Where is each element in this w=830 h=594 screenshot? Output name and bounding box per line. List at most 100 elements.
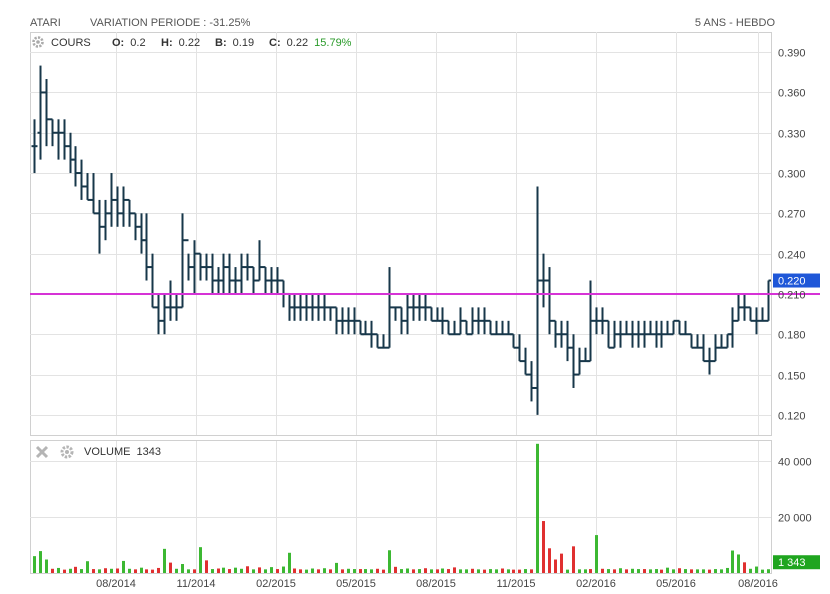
price-tick-label: 0.240 — [778, 250, 806, 262]
volume-bar — [708, 569, 711, 573]
time-tick-label: 11/2015 — [497, 578, 536, 590]
high-key: H: — [161, 37, 173, 49]
volume-bar — [134, 569, 137, 573]
volume-bar — [163, 548, 166, 573]
price-tick-label: 0.270 — [778, 209, 806, 221]
price-tick-label: 0.120 — [778, 411, 806, 423]
last-price-text: 0.220 — [778, 276, 806, 288]
volume-bar — [625, 569, 628, 573]
ohlc-bar — [558, 320, 565, 348]
gear-icon[interactable] — [32, 36, 44, 48]
volume-bar — [655, 569, 658, 573]
ohlc-bar — [49, 118, 56, 147]
low-value: 0.19 — [233, 37, 254, 49]
volume-bar — [560, 553, 563, 573]
volume-bar — [483, 569, 486, 573]
low-key: B: — [215, 37, 227, 49]
ohlc-bar — [72, 146, 79, 187]
period-selector[interactable]: 5 ANS - HEBDO — [694, 17, 775, 29]
time-tick-label: 11/2014 — [177, 578, 216, 590]
volume-bar — [441, 568, 444, 573]
volume-bar — [293, 568, 296, 573]
volume-bar — [749, 568, 752, 573]
ohlc-bar — [173, 293, 180, 321]
ohlc-bar — [451, 320, 458, 336]
volume-bar — [737, 554, 740, 573]
volume-bar — [684, 569, 687, 573]
volume-bar — [347, 568, 350, 573]
ohlc-bar — [398, 306, 405, 335]
volume-bar — [743, 562, 746, 573]
volume-bar — [74, 566, 77, 573]
volume-bar — [613, 569, 616, 573]
ohlc-bar — [510, 333, 517, 349]
ohlc-bar — [84, 173, 91, 201]
ohlc-bar — [422, 293, 429, 321]
volume-bar — [714, 569, 717, 573]
volume-bar — [394, 566, 397, 573]
volume-bar — [731, 550, 734, 573]
ohlc-bar — [143, 213, 150, 281]
svg-text:O: 0.2: O: 0.2 — [112, 37, 146, 49]
ohlc-bar — [37, 65, 44, 160]
volume-bar — [51, 568, 54, 573]
volume-bar — [234, 567, 237, 573]
ohlc-bar — [321, 293, 328, 321]
volume-bar — [518, 569, 521, 573]
ohlc-bar — [487, 319, 494, 336]
volume-value: 1343 — [137, 446, 161, 458]
last-volume-text: 1 343 — [778, 557, 806, 569]
volume-bar — [649, 569, 652, 573]
volume-bar — [418, 569, 421, 573]
ohlc-bar — [682, 320, 689, 336]
ohlc-bar — [392, 306, 399, 321]
gear-icon[interactable] — [60, 445, 74, 459]
ohlc-bar — [641, 320, 648, 348]
volume-bar — [666, 567, 669, 573]
close-key: C: — [269, 37, 281, 49]
volume-bar — [116, 568, 119, 573]
volume-bar — [412, 569, 415, 573]
volume-bar — [211, 569, 214, 573]
volume-bar — [45, 559, 48, 573]
volume-bar — [601, 568, 604, 573]
volume-bar — [660, 569, 663, 573]
ohlc-bar — [345, 307, 352, 335]
ohlc-bar — [718, 334, 725, 349]
volume-bar — [726, 567, 729, 573]
ohlc-bar — [623, 320, 630, 336]
volume-bar — [80, 569, 83, 573]
volume-bar — [637, 569, 640, 573]
ohlc-bar — [226, 253, 233, 294]
volume-bar — [181, 564, 184, 573]
ohlc-bar — [404, 293, 411, 335]
volume-bar — [376, 568, 379, 573]
ohlc-bar — [428, 306, 435, 322]
ohlc-bar — [368, 320, 375, 348]
volume-axis: 40 000 20 000 — [778, 457, 812, 525]
last-price-badge: 0.220 — [773, 273, 820, 288]
high-value: 0.22 — [179, 37, 200, 49]
volume-bar — [353, 569, 356, 573]
volume-bar — [696, 569, 699, 573]
variation-label: VARIATION PERIODE : -31.25% — [90, 17, 251, 29]
price-tick-label: 0.150 — [778, 371, 806, 383]
close-icon[interactable] — [35, 445, 49, 459]
volume-bar — [530, 569, 533, 573]
ohlc-bar — [303, 293, 310, 321]
volume-bar — [157, 567, 160, 573]
time-tick-label: 08/2015 — [416, 578, 456, 590]
ohlc-bar — [688, 333, 695, 349]
volume-bar — [92, 569, 95, 573]
ohlc-bar — [374, 333, 381, 349]
time-tick-label: 05/2016 — [656, 578, 696, 590]
volume-bar — [86, 561, 89, 573]
volume-bar — [175, 568, 178, 573]
volume-bar — [436, 569, 439, 573]
volume-bar — [678, 568, 681, 573]
volume-bar — [471, 568, 474, 573]
ohlc-bar — [209, 253, 216, 294]
ohlc-bar — [516, 334, 523, 363]
volume-bar — [406, 568, 409, 573]
volume-bar — [329, 569, 332, 573]
